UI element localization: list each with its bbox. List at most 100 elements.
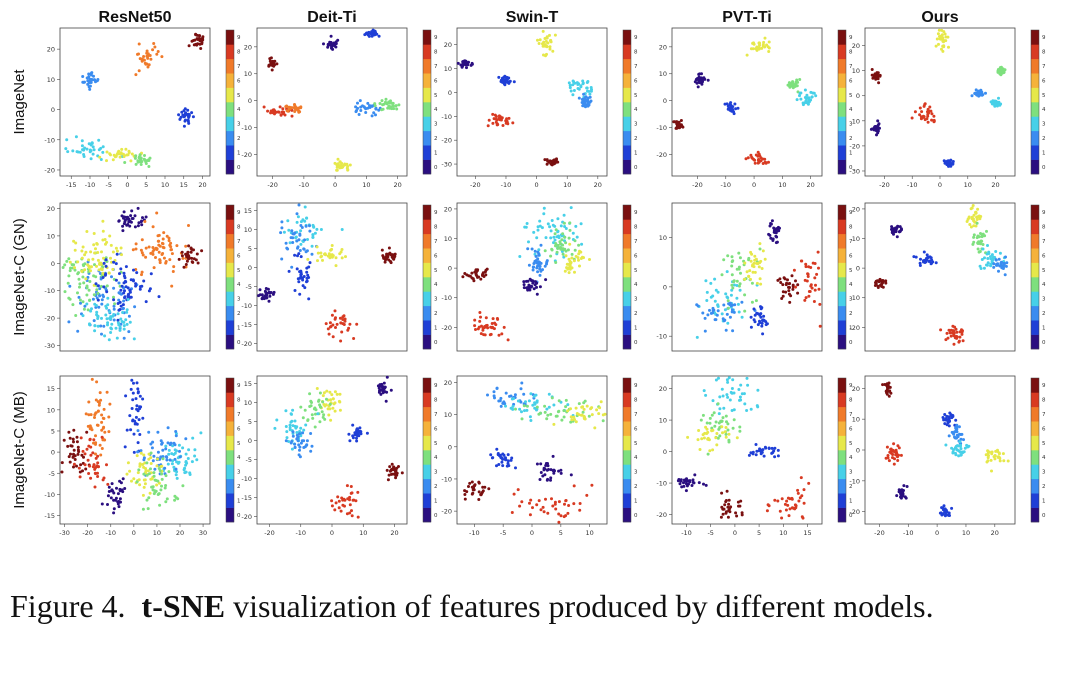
scatter-point	[525, 286, 529, 290]
scatter-point	[77, 295, 81, 299]
scatter-point	[73, 458, 77, 461]
y-tick-label: -20	[241, 151, 252, 159]
scatter-point	[94, 434, 97, 438]
scatter-point	[729, 505, 733, 509]
scatter-point	[117, 505, 121, 509]
x-tick-label: 0	[530, 529, 534, 537]
scatter-point	[136, 160, 140, 164]
scatter-point	[947, 424, 951, 428]
colorbar-tick-label: 9	[1042, 35, 1046, 41]
scatter-point	[134, 162, 138, 166]
scatter-point	[733, 102, 737, 106]
colorbar-tick-label: 7	[434, 239, 438, 245]
scatter-point	[187, 244, 191, 248]
scatter-point	[680, 124, 684, 128]
scatter-point	[149, 456, 153, 460]
scatter-point	[87, 444, 91, 448]
scatter-point	[132, 450, 136, 454]
scatter-point	[337, 506, 341, 510]
scatter-point	[552, 471, 556, 475]
scatter-point	[992, 265, 996, 269]
scatter-point	[178, 449, 181, 453]
scatter-point	[183, 466, 187, 470]
scatter-point	[745, 376, 749, 380]
scatter-point	[318, 405, 322, 409]
scatter-point	[184, 452, 188, 456]
scatter-point	[757, 46, 761, 50]
scatter-point	[344, 255, 347, 259]
y-tick-label: -30	[441, 161, 452, 169]
scatter-point	[562, 409, 566, 413]
scatter-point	[955, 448, 959, 451]
scatter-point	[129, 214, 133, 218]
scatter-point	[86, 275, 90, 279]
scatter-point	[309, 449, 313, 453]
colorbar-tick-label: 6	[434, 426, 438, 432]
scatter-point	[134, 73, 138, 77]
colorbar-tick-label: 6	[237, 253, 241, 259]
scatter-point	[303, 205, 307, 209]
scatter-point	[549, 40, 553, 44]
scatter-point	[262, 105, 266, 109]
scatter-point	[325, 389, 329, 393]
scatter-point	[305, 216, 309, 220]
scatter-point	[122, 327, 126, 331]
scatter-point	[730, 255, 734, 259]
scatter-point	[720, 491, 724, 495]
figure-caption: Figure 4. t-SNE visualization of feature…	[10, 586, 1070, 626]
colorbar-tick-label: 0	[434, 165, 438, 171]
scatter-point	[876, 286, 880, 289]
colorbar-tick-label: 8	[634, 398, 638, 404]
scatter-point	[125, 217, 129, 221]
colorbar-tick-label: 9	[237, 383, 241, 389]
scatter-point	[184, 244, 188, 248]
scatter-point	[569, 420, 573, 424]
scatter-point	[276, 110, 280, 114]
scatter-point	[748, 269, 752, 273]
scatter-point	[575, 81, 579, 85]
colorbar-segment	[838, 507, 846, 523]
scatter-point	[141, 216, 144, 220]
scatter-point	[96, 298, 100, 302]
colorbar-segment	[623, 233, 631, 249]
scatter-point	[125, 472, 129, 476]
scatter-point	[564, 398, 568, 402]
scatter-point	[87, 288, 91, 292]
colorbar-tick-label: 7	[1042, 64, 1046, 70]
scatter-point	[814, 94, 818, 98]
scatter-point	[151, 440, 155, 444]
scatter-point	[101, 229, 105, 233]
scatter-point	[691, 478, 695, 482]
scatter-point	[290, 229, 294, 233]
colorbar-segment	[623, 320, 631, 335]
scatter-point	[896, 224, 900, 228]
scatter-point	[100, 447, 104, 450]
scatter-point	[96, 423, 100, 427]
colorbar-segment	[226, 435, 234, 451]
scatter-point	[346, 497, 350, 501]
scatter-point	[745, 270, 749, 274]
scatter-point	[380, 248, 384, 252]
scatter-point	[893, 450, 896, 454]
scatter-point	[80, 269, 84, 273]
scatter-point	[791, 283, 795, 287]
scatter-point	[509, 458, 513, 462]
scatter-point	[98, 155, 102, 159]
colorbar-segment	[226, 464, 234, 480]
scatter-point	[196, 261, 200, 265]
scatter-point	[788, 282, 792, 285]
scatter-point	[109, 331, 113, 334]
colorbar-tick-label: 6	[1042, 253, 1046, 259]
scatter-point	[730, 283, 734, 287]
scatter-point	[72, 440, 75, 444]
scatter-point	[491, 121, 495, 125]
colorbar-tick-label: 0	[434, 340, 438, 346]
scatter-point	[750, 155, 754, 159]
scatter-point	[538, 224, 542, 228]
scatter-point	[798, 94, 801, 98]
scatter-point	[326, 327, 330, 331]
scatter-point	[169, 241, 173, 245]
plot-frame	[864, 375, 1016, 525]
scatter-point	[136, 450, 140, 454]
